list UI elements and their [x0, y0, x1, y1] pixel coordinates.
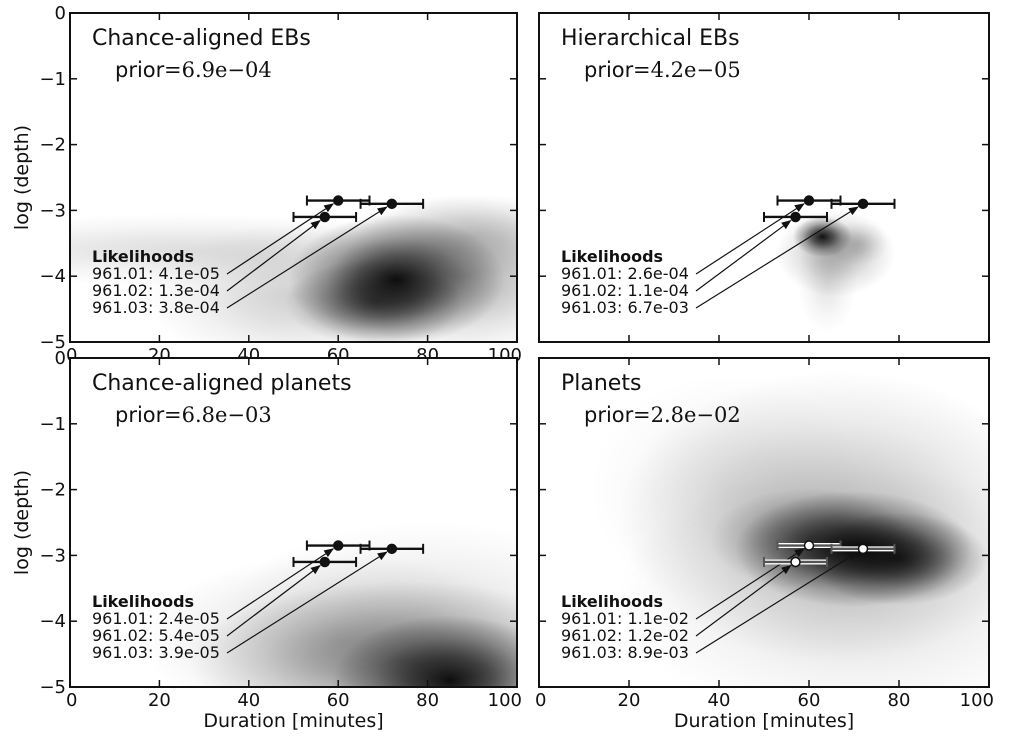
x-tick-label: 80 [416, 690, 439, 711]
likelihood-row: 961.01: 1.1e-02 [561, 609, 689, 628]
x-tick-label: 60 [798, 690, 821, 711]
likelihood-arrow [695, 206, 859, 309]
data-point [803, 540, 815, 551]
likelihood-row: 961.01: 4.1e-05 [92, 264, 220, 283]
y-tick-label: −4 [39, 266, 66, 287]
y-tick-label: −1 [39, 414, 66, 435]
y-axis-label: log (depth) [11, 470, 33, 575]
x-tick-label: 0 [66, 690, 77, 711]
likelihood-row: 961.02: 1.1e-04 [561, 281, 689, 300]
density-map [776, 209, 896, 334]
likelihood-row: 961.02: 5.4e-05 [92, 626, 220, 645]
y-tick-label: −5 [39, 332, 66, 353]
x-tick-label: 20 [148, 690, 171, 711]
data-point [857, 198, 869, 210]
plot-background [539, 13, 989, 342]
x-tick-label: 100 [960, 690, 994, 711]
likelihood-row: 961.03: 6.7e-03 [561, 298, 689, 317]
panel-2: Hierarchical EBs prior =4.2e−05 Likelihoods… [538, 12, 990, 343]
plot-frame [538, 12, 990, 343]
y-tick-label: 0 [55, 348, 66, 369]
panel-title: Chance-aligned planets [92, 371, 352, 396]
y-axis-label: log (depth) [11, 125, 33, 230]
likelihoods-title: Likelihoods [561, 592, 663, 611]
y-tick-label: 0 [55, 3, 66, 24]
density-map [589, 371, 989, 687]
plot-frame [69, 12, 518, 343]
panel-title: Hierarchical EBs [561, 26, 740, 51]
likelihood-arrow [226, 564, 321, 637]
likelihood-arrow [695, 203, 805, 275]
likelihood-arrow [226, 548, 335, 620]
density-blob [354, 193, 517, 281]
prior-label: prior [115, 403, 165, 427]
density-map [141, 521, 517, 687]
x-tick-label: 20 [618, 690, 641, 711]
x-tick-label: 60 [327, 690, 350, 711]
likelihood-row: 961.01: 2.4e-05 [92, 609, 220, 628]
y-tick-label: −4 [39, 611, 66, 632]
likelihood-arrow [695, 551, 859, 654]
x-tick-label: 100 [488, 690, 522, 711]
likelihood-row: 961.03: 3.9e-05 [92, 643, 220, 662]
likelihoods-title: Likelihoods [92, 247, 194, 266]
x-tick-label: 0 [535, 690, 546, 711]
prior-value: =4.2e−05 [633, 58, 741, 82]
y-tick-label: −3 [39, 200, 66, 221]
y-tick-label: −5 [39, 677, 66, 698]
panel-3: 0 20 40 60 80 100 0 −1 −2 −3 −4 −5 log (depth) Durati… [11, 348, 522, 732]
y-tick-label: −1 [39, 69, 66, 90]
density-map [70, 193, 517, 342]
panel-title: Planets [561, 371, 641, 396]
likelihood-arrow [226, 206, 388, 309]
data-point [790, 211, 801, 223]
likelihood-row: 961.01: 2.6e-04 [561, 264, 689, 283]
likelihoods-title: Likelihoods [561, 247, 663, 266]
likelihoods-title: Likelihoods [92, 592, 194, 611]
data-point [386, 198, 398, 210]
prior-value: =6.9e−04 [164, 58, 272, 82]
data-point [790, 556, 801, 568]
prior-label: prior [584, 403, 634, 427]
data-point [386, 543, 398, 555]
plot-frame [538, 357, 990, 688]
likelihood-arrow [695, 564, 792, 637]
data-point [857, 543, 869, 555]
y-tick-label: −3 [39, 545, 66, 566]
y-tick-label: −2 [39, 480, 66, 501]
plot-frame [69, 357, 518, 688]
panel-4: 0 20 40 60 80 100 Duration [minutes] Planets pri… [535, 357, 994, 732]
prior-value: =2.8e−02 [633, 403, 741, 427]
likelihood-arrow [226, 203, 335, 275]
data-point [332, 195, 344, 206]
y-tick-label: −2 [39, 135, 66, 156]
x-axis-label: Duration [minutes] [674, 710, 854, 732]
x-tick-label: 40 [708, 690, 731, 711]
data-point [332, 540, 344, 551]
x-tick-label: 40 [237, 690, 260, 711]
likelihood-row: 961.02: 1.3e-04 [92, 281, 220, 300]
likelihood-arrow [226, 219, 321, 292]
likelihood-row: 961.03: 8.9e-03 [561, 643, 689, 662]
data-point [319, 556, 331, 568]
likelihood-arrow [695, 219, 792, 292]
prior-value: =6.8e−03 [164, 403, 272, 427]
likelihood-arrow [226, 551, 388, 654]
prior-label: prior [584, 58, 634, 82]
prior-label: prior [115, 58, 165, 82]
panel-title: Chance-aligned EBs [92, 26, 311, 51]
data-point [319, 211, 331, 223]
likelihood-row: 961.02: 1.2e-02 [561, 626, 689, 645]
x-axis-label: Duration [minutes] [203, 710, 383, 732]
x-tick-label: 80 [888, 690, 911, 711]
density-blob [828, 221, 889, 266]
likelihood-row: 961.03: 3.8e-04 [92, 298, 220, 317]
data-point [803, 195, 815, 206]
x-tick-label: 0 [66, 345, 77, 366]
